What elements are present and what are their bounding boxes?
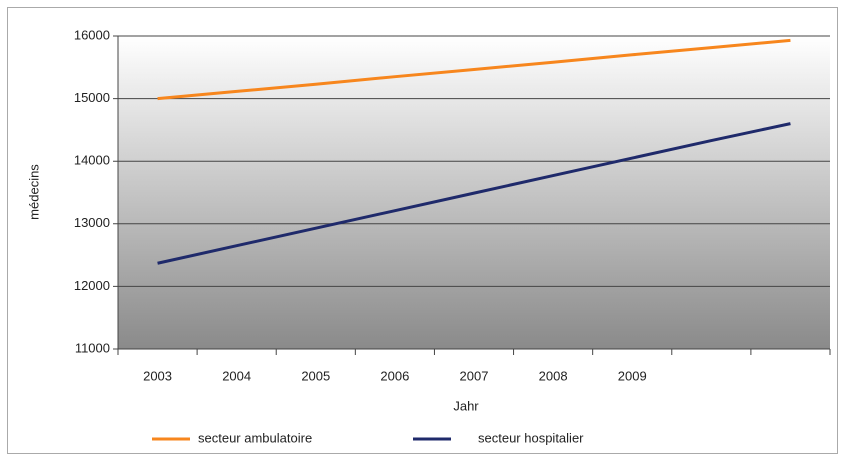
- x-tick-label: 2003: [143, 368, 172, 383]
- legend-label: secteur hospitalier: [478, 430, 584, 445]
- x-axis-label: Jahr: [453, 398, 479, 413]
- x-tick-label: 2009: [618, 368, 647, 383]
- x-tick-label: 2007: [460, 368, 489, 383]
- series-line: [157, 122, 791, 265]
- y-tick-label: 16000: [74, 27, 110, 42]
- x-tick-label: 2004: [222, 368, 251, 383]
- y-tick-label: 15000: [74, 90, 110, 105]
- x-tick-label: 2008: [539, 368, 568, 383]
- x-tick-label: 2006: [380, 368, 409, 383]
- y-tick-label: 11000: [75, 340, 110, 355]
- x-tick-label: 2005: [301, 368, 330, 383]
- y-tick-label: 14000: [74, 153, 110, 168]
- series-line: [157, 38, 791, 101]
- y-tick-label: 13000: [74, 215, 110, 230]
- legend-label: secteur ambulatoire: [198, 430, 312, 445]
- y-tick-label: 12000: [74, 278, 110, 293]
- y-axis-label: médecins: [26, 164, 41, 220]
